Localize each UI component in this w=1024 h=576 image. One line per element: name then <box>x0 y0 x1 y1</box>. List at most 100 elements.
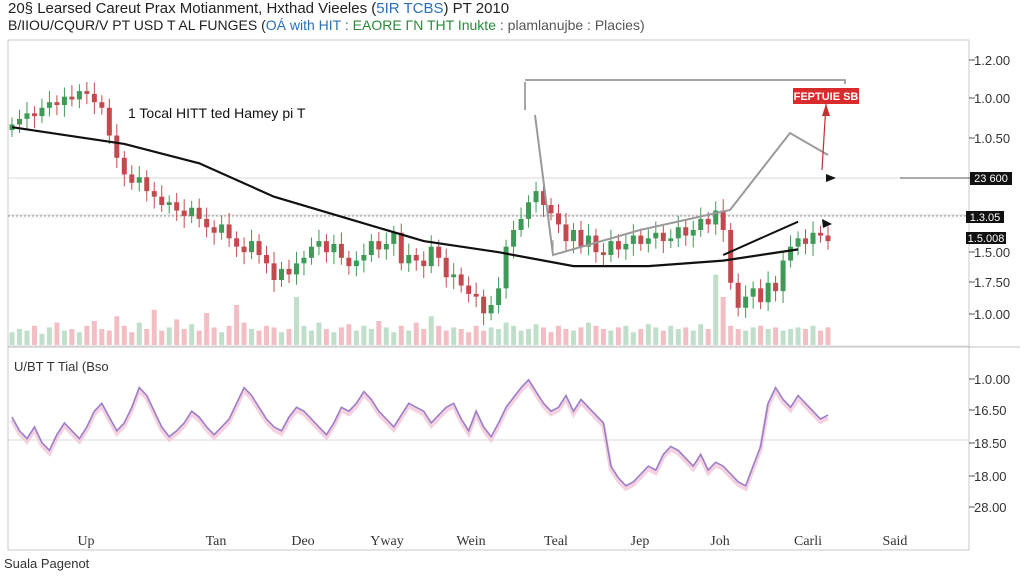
volume-bar <box>99 329 105 345</box>
volume-bar <box>563 329 569 345</box>
volume-bar <box>713 274 719 345</box>
volume-bar <box>189 324 195 345</box>
volume-bar <box>31 325 37 345</box>
time-axis-label: Teal <box>544 534 568 549</box>
volume-bar <box>555 325 561 345</box>
volume-bar <box>181 329 187 345</box>
volume-bar <box>511 325 517 345</box>
volume-bar <box>585 322 591 345</box>
oscillator-line <box>11 378 829 487</box>
volume-bar <box>301 325 307 345</box>
volume-bar <box>219 332 225 345</box>
price-axis-label: 1.2.00 <box>974 53 1010 68</box>
candle-body <box>735 282 741 308</box>
volume-bar <box>593 325 599 345</box>
volume-bar <box>166 327 172 345</box>
candle-body <box>675 227 681 239</box>
volume-bar <box>526 329 532 345</box>
candle-body <box>24 113 30 119</box>
volume-bar <box>24 330 30 345</box>
candle-body <box>818 232 824 236</box>
volume-bar <box>623 325 629 345</box>
volume-bar <box>69 329 75 345</box>
candle-body <box>196 207 202 219</box>
volume-bar <box>151 309 157 345</box>
candle-body <box>61 96 67 105</box>
time-axis: Up Tan Deo Yway Wein Teal Jep Joh Carli Said <box>77 534 907 549</box>
candle-body <box>803 238 809 244</box>
candle-body <box>780 260 786 292</box>
candle-body <box>151 191 157 197</box>
volume-bar <box>803 329 809 345</box>
candle-body <box>159 196 165 205</box>
volume-bar <box>660 330 666 345</box>
candle-body <box>31 113 37 117</box>
volume-bar <box>705 329 711 345</box>
price-axis-label: 1.0.50 <box>974 131 1010 146</box>
volume-bar <box>466 332 472 345</box>
candle-body <box>204 218 210 228</box>
price-badge <box>970 172 1012 185</box>
chart-subtitle: B/IIOU/CQUR/V PT USD T AL FUNGES (OÁ wit… <box>8 17 645 33</box>
price-label-badge <box>793 88 859 104</box>
candle-body <box>758 288 764 303</box>
candle-body <box>249 241 255 253</box>
time-axis-label: Said <box>883 534 908 549</box>
candle-body <box>106 107 112 136</box>
candle-body <box>91 93 97 103</box>
candle-body <box>578 230 584 247</box>
candle-body <box>720 210 726 230</box>
volume-bar <box>668 325 674 345</box>
volume-bar <box>518 330 524 345</box>
level-badge-text: 1.3.05 <box>970 212 1001 224</box>
candle-body <box>323 241 329 253</box>
volume-bar <box>241 322 247 345</box>
candle-body <box>473 293 479 297</box>
volume-bar <box>675 329 681 345</box>
volume-bar <box>488 327 494 345</box>
volume-bar <box>308 330 314 345</box>
chart-title: 20§ Learsed Careut Prax Motianment, Hxth… <box>8 0 509 17</box>
candle-body <box>114 135 120 158</box>
volume-bar <box>114 316 120 345</box>
volume-bar <box>638 329 644 345</box>
candle-body <box>765 282 771 303</box>
volume-bar <box>473 325 479 345</box>
candle-body <box>653 232 659 239</box>
volume-bar <box>443 330 449 345</box>
chart-frame <box>7 39 970 551</box>
oscillator-shadow-line <box>10 379 829 492</box>
volume-bar <box>788 329 794 345</box>
pattern-outline <box>534 114 829 257</box>
volume-bar <box>398 325 404 345</box>
candle-body <box>466 285 472 294</box>
candle-body <box>593 235 599 253</box>
range-bracket <box>525 79 846 84</box>
volume-bar <box>204 313 210 345</box>
volume-bar <box>728 325 734 345</box>
price-axis-label: 1.0.00 <box>974 91 1010 106</box>
volume-bar <box>91 321 97 345</box>
volume-bar <box>16 329 22 345</box>
volume-bar <box>750 327 756 345</box>
volume-bar <box>683 327 689 345</box>
candle-body <box>436 246 442 258</box>
volume-bars <box>9 274 831 345</box>
candle-body <box>496 288 502 305</box>
volume-bar <box>630 332 636 345</box>
oscillator-axis-label: 16.50 <box>974 403 1007 418</box>
candle-body <box>286 268 292 275</box>
chart-annotation: 1 Tocal HITT ted Hamey pi T <box>128 105 306 121</box>
volume-bar <box>249 329 255 345</box>
candle-body <box>630 235 636 244</box>
volume-bar <box>316 322 322 345</box>
candle-body <box>541 191 547 205</box>
volume-bar <box>810 325 816 345</box>
candle-body <box>121 157 127 175</box>
candle-body <box>548 205 554 214</box>
volume-bar <box>271 327 277 345</box>
candle-body <box>69 96 75 100</box>
volume-bar <box>578 327 584 345</box>
chart-subtitle-part: : plamlanujbe : Placies) <box>496 17 645 33</box>
level-badge-text: 1.5.008 <box>968 233 1005 245</box>
